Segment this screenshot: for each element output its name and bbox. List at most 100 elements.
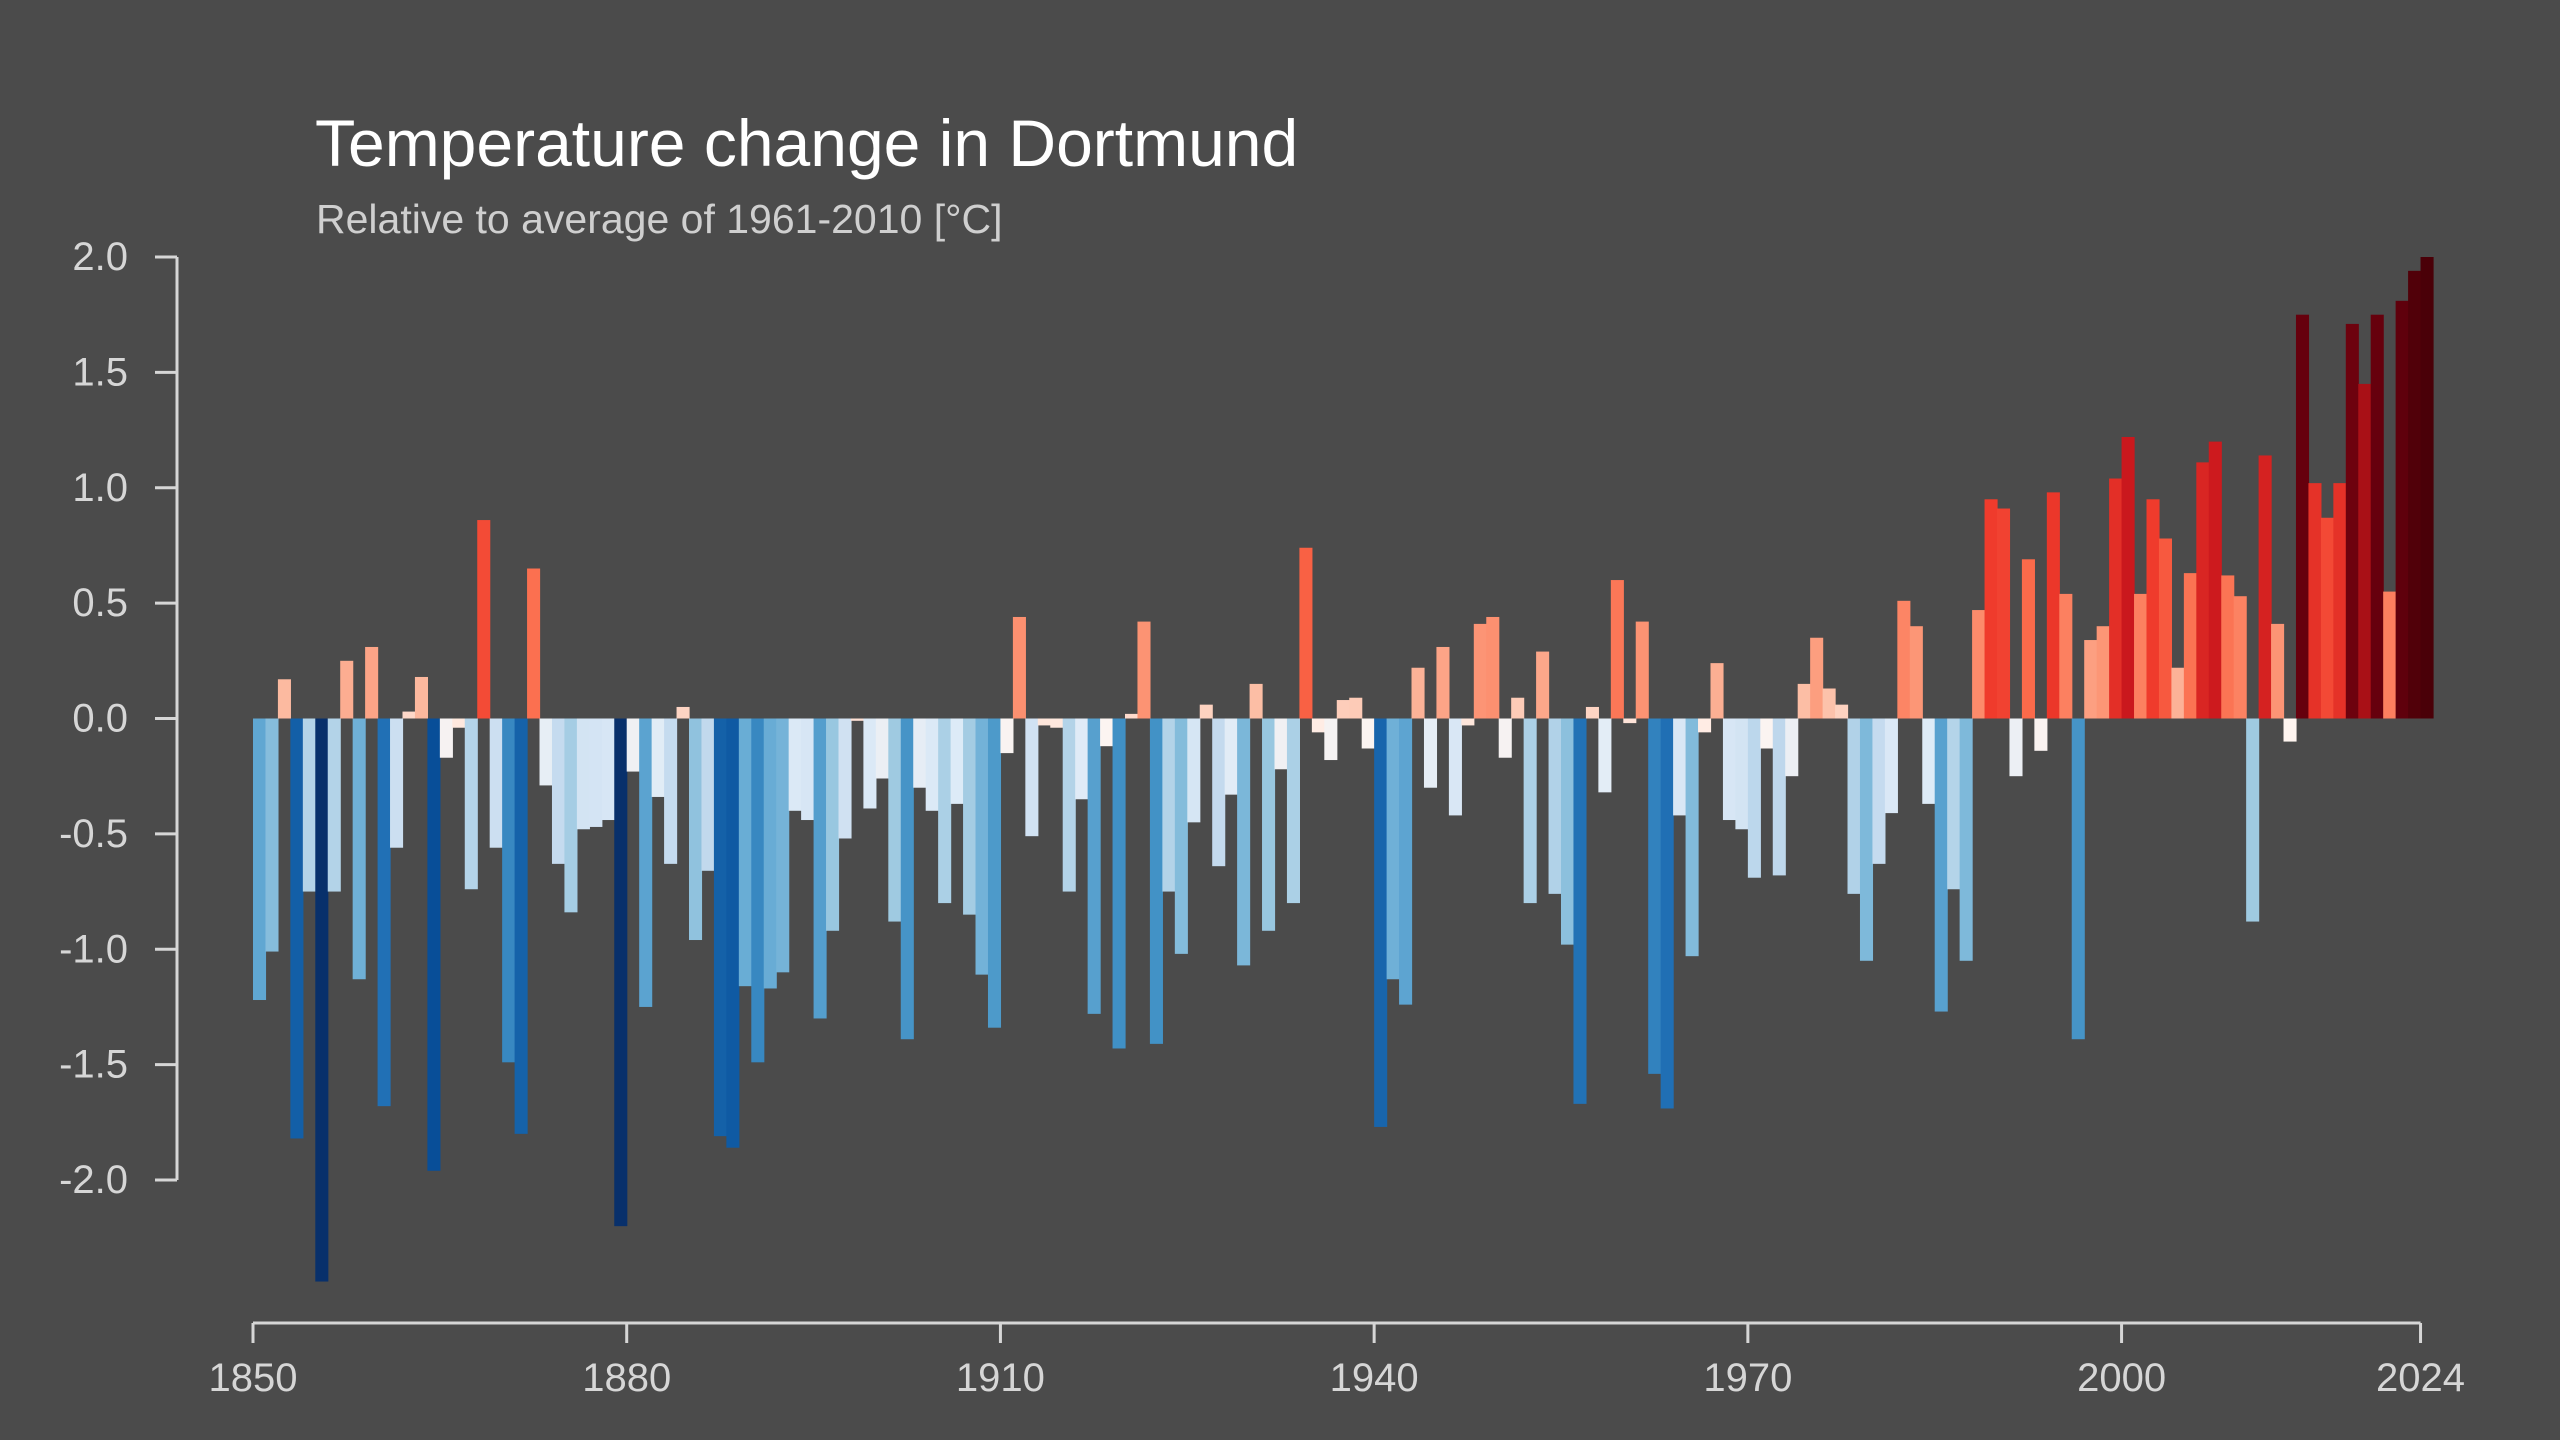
bar-1988 [1972,610,1986,719]
bar-1934 [1299,547,1313,719]
bar-1857 [340,660,354,719]
bar-1867 [464,718,478,890]
bar-1970 [1747,718,1761,878]
bar-1972 [1772,718,1786,876]
bar-1986 [1947,718,1961,890]
bar-1854 [302,718,316,892]
bar-1910 [1000,718,1014,754]
bar-1947 [1461,718,1475,726]
bar-1878 [601,718,615,821]
bar-1981 [1884,718,1898,814]
x-tick-label: 1940 [1330,1356,1419,1400]
bar-1871 [514,718,528,1134]
x-tick-label: 1910 [956,1356,1045,1400]
bar-1911 [1012,616,1026,719]
bar-1920 [1125,713,1139,719]
bar-1939 [1361,718,1375,749]
bar-1953 [1536,651,1550,719]
bar-1900 [875,718,889,779]
bar-1982 [1897,600,1911,719]
bar-1864 [427,718,441,1171]
bar-1863 [414,676,428,719]
bar-1989 [1984,499,1998,719]
y-axis: 2.0 1.5 1.0 0.5 0.0 -0.5 -1.0 -1.5 -2.0 [59,235,179,1202]
bar-1905 [938,718,952,904]
bar-2022 [2395,300,2409,719]
bar-1887 [713,718,727,1137]
bar-2010 [2246,718,2260,922]
bar-1965 [1685,718,1699,957]
bar-1993 [2034,718,2048,751]
y-tick-label: 2.0 [72,235,128,279]
bar-1876 [576,718,590,830]
bar-1987 [1959,718,1973,961]
bar-1901 [888,718,902,922]
y-tick-label: -1.0 [59,927,128,971]
y-tick-label: -2.0 [59,1158,128,1202]
bar-2003 [2158,538,2172,719]
x-axis: 1850 1880 1910 1940 1970 2000 2024 [209,1321,2465,1400]
bar-1932 [1274,718,1288,770]
bar-1958 [1598,718,1612,793]
bar-2008 [2221,575,2235,719]
bar-1894 [801,718,815,821]
bar-2000 [2121,436,2135,719]
bar-1881 [639,718,653,1007]
bar-1914 [1050,718,1064,728]
bar-1980 [1872,718,1886,864]
bar-1850 [253,718,267,1001]
chart-subtitle: Relative to average of 1961-2010 [°C] [316,196,1003,242]
bar-1963 [1660,718,1674,1109]
bar-1912 [1025,718,1039,837]
bar-2007 [2208,441,2222,719]
bar-1869 [489,718,503,848]
y-tick-label: 0.5 [72,581,128,625]
bar-1907 [963,718,977,915]
bar-1994 [2046,492,2060,719]
y-tick-label: -1.5 [59,1043,128,1087]
bar-1919 [1112,718,1126,1049]
bar-1909 [987,718,1002,1028]
bar-1913 [1037,718,1051,726]
bar-1948 [1473,623,1487,719]
bar-1954 [1548,718,1562,894]
bar-1865 [439,718,453,758]
bar-1860 [377,718,391,1107]
bar-1975 [1810,637,1824,719]
bar-1852 [277,679,291,719]
bar-1921 [1137,621,1151,719]
bar-1859 [365,646,379,719]
bar-1971 [1760,718,1774,749]
y-tick-label: 1.5 [72,350,128,394]
bar-1915 [1062,718,1076,892]
bar-1974 [1797,683,1811,719]
bar-1926 [1199,704,1213,719]
chart-title: Temperature change in Dortmund [315,106,1299,180]
bar-1944 [1423,718,1438,788]
y-tick-label: -0.5 [59,812,128,856]
bar-1924 [1174,718,1188,954]
bar-1964 [1673,718,1687,816]
bar-1957 [1585,706,1599,719]
bar-1895 [813,718,827,1019]
bar-1968 [1722,718,1736,821]
bar-1923 [1162,718,1176,892]
bar-1996 [2071,718,2085,1040]
bar-2016 [2320,517,2334,719]
bar-1877 [589,718,603,827]
bar-1979 [1859,718,1874,961]
bar-1884 [676,706,690,719]
bar-1983 [1909,626,1923,719]
bar-1956 [1573,718,1587,1104]
bar-1937 [1336,700,1350,719]
bar-1949 [1486,616,1500,719]
bar-1851 [265,718,279,952]
y-tick-label: 0.0 [72,697,128,741]
bar-1940 [1374,718,1388,1127]
bar-2017 [2333,483,2347,719]
bar-1896 [826,718,840,931]
bar-1999 [2109,478,2123,719]
bar-2005 [2183,573,2197,719]
bar-2006 [2196,462,2210,719]
bar-1977 [1835,704,1849,719]
